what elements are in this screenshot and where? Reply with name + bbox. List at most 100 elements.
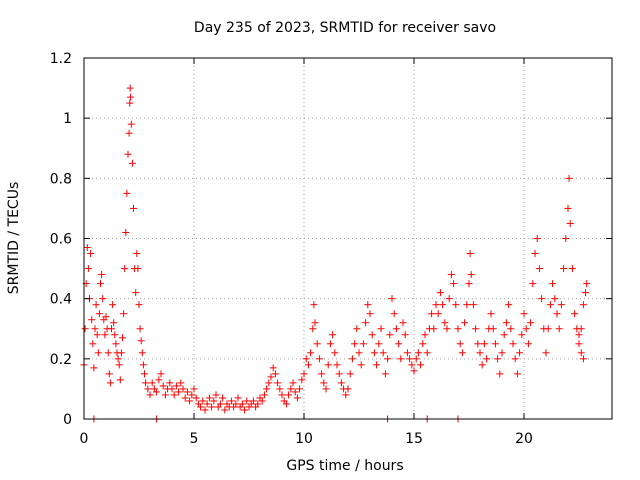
data-point bbox=[120, 310, 128, 318]
data-point bbox=[452, 301, 460, 309]
data-point bbox=[121, 265, 129, 273]
data-point bbox=[148, 379, 156, 387]
data-point bbox=[146, 391, 154, 399]
data-point bbox=[109, 301, 117, 309]
data-point bbox=[153, 388, 161, 396]
data-point bbox=[509, 340, 517, 348]
x-tick-label: 5 bbox=[190, 431, 199, 447]
data-point bbox=[362, 319, 370, 327]
data-point bbox=[132, 289, 140, 297]
data-point bbox=[551, 295, 559, 303]
data-point bbox=[278, 391, 286, 399]
data-point bbox=[166, 379, 174, 387]
data-point bbox=[458, 349, 466, 357]
data-point bbox=[368, 331, 376, 339]
data-point bbox=[434, 310, 442, 318]
data-point bbox=[142, 379, 150, 387]
data-point bbox=[212, 391, 220, 399]
data-point bbox=[351, 340, 359, 348]
data-point bbox=[443, 325, 451, 333]
data-point bbox=[450, 280, 458, 288]
data-point bbox=[565, 174, 573, 182]
data-point bbox=[542, 349, 550, 357]
data-point bbox=[467, 271, 475, 279]
data-point bbox=[157, 370, 165, 378]
data-point bbox=[114, 355, 122, 363]
data-point bbox=[192, 394, 200, 402]
y-tick-label: 1.2 bbox=[50, 51, 72, 67]
data-point bbox=[337, 379, 345, 387]
data-point bbox=[298, 376, 306, 384]
data-point bbox=[494, 355, 502, 363]
data-point bbox=[500, 331, 508, 339]
x-tick-label: 20 bbox=[515, 431, 533, 447]
y-tick-label: 1 bbox=[63, 111, 72, 127]
data-point bbox=[172, 382, 180, 390]
data-point bbox=[562, 235, 570, 242]
data-point bbox=[335, 370, 343, 378]
data-point bbox=[208, 403, 216, 411]
data-point bbox=[487, 310, 495, 318]
data-point bbox=[401, 331, 409, 339]
data-point bbox=[538, 295, 546, 303]
data-point bbox=[445, 295, 453, 303]
y-tick-labels: 0 0.2 0.4 0.6 0.8 1 1.2 bbox=[50, 51, 72, 428]
data-point bbox=[329, 331, 337, 339]
data-point bbox=[421, 331, 429, 339]
data-point bbox=[524, 340, 532, 348]
data-point bbox=[130, 204, 137, 212]
data-point bbox=[221, 406, 229, 414]
data-point bbox=[412, 355, 420, 363]
data-point bbox=[410, 367, 418, 375]
data-point bbox=[99, 295, 107, 303]
data-point bbox=[353, 325, 361, 333]
data-point bbox=[271, 370, 279, 378]
data-point bbox=[123, 189, 131, 197]
data-point bbox=[310, 301, 318, 309]
data-point bbox=[315, 355, 323, 363]
data-point bbox=[81, 325, 89, 333]
data-point bbox=[102, 313, 110, 321]
data-point bbox=[377, 325, 385, 333]
data-point bbox=[177, 379, 185, 387]
data-point bbox=[472, 325, 480, 333]
data-point bbox=[579, 355, 587, 363]
data-point bbox=[260, 391, 268, 399]
x-tick-labels: 0 5 10 15 20 bbox=[80, 431, 533, 447]
data-point bbox=[324, 361, 332, 369]
data-point bbox=[124, 150, 132, 158]
data-point bbox=[505, 301, 513, 309]
data-points bbox=[80, 84, 591, 423]
data-point bbox=[331, 349, 339, 357]
data-point bbox=[287, 385, 295, 393]
data-point bbox=[89, 340, 97, 348]
data-point bbox=[419, 340, 427, 348]
data-point bbox=[392, 325, 400, 333]
data-point bbox=[447, 271, 455, 279]
data-point bbox=[439, 301, 447, 309]
data-point bbox=[566, 219, 574, 227]
data-point bbox=[183, 388, 191, 396]
data-point bbox=[238, 400, 246, 408]
data-point bbox=[333, 361, 341, 369]
data-point bbox=[119, 334, 126, 342]
data-point bbox=[304, 361, 312, 369]
data-point bbox=[210, 397, 218, 405]
data-point bbox=[307, 349, 315, 357]
data-point bbox=[355, 349, 363, 357]
y-tick-label: 0 bbox=[63, 412, 72, 428]
y-tick-label: 0.2 bbox=[50, 352, 72, 368]
x-tick-label: 0 bbox=[80, 431, 89, 447]
data-point bbox=[293, 394, 301, 402]
data-point bbox=[516, 349, 524, 357]
data-point bbox=[320, 379, 328, 387]
data-point bbox=[135, 301, 143, 309]
data-point bbox=[181, 394, 189, 402]
data-point bbox=[232, 400, 240, 408]
data-point bbox=[91, 325, 99, 333]
data-point bbox=[414, 349, 422, 357]
data-point bbox=[141, 370, 148, 378]
y-tick-label: 0.8 bbox=[50, 171, 72, 187]
data-point bbox=[122, 228, 130, 236]
data-point bbox=[498, 349, 506, 357]
